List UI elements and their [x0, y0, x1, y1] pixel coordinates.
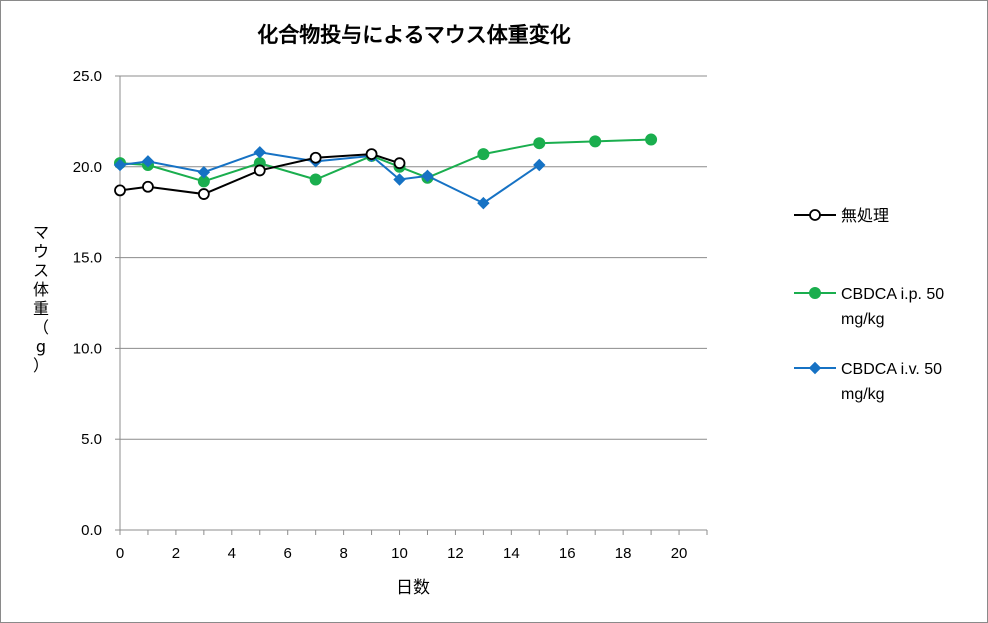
data-point-series-1: [589, 135, 602, 148]
x-tick-label: 20: [671, 545, 688, 562]
data-point-series-1: [645, 133, 658, 146]
x-axis-label: 日数: [396, 578, 430, 598]
y-tick-label: 20.0: [73, 159, 102, 176]
data-point-series-2: [477, 196, 490, 210]
chart-title: 化合物投与によるマウス体重変化: [257, 23, 571, 47]
y-tick-label: 0.0: [81, 522, 102, 539]
data-point-series-2: [533, 158, 546, 172]
series-line-1: [119, 138, 652, 183]
x-tick-label: 4: [228, 545, 236, 562]
y-tick-label: 5.0: [81, 431, 102, 448]
series-line-2: [119, 151, 540, 205]
data-point-series-0: [309, 151, 322, 164]
data-point-series-1: [533, 137, 546, 150]
data-point-series-2: [421, 169, 434, 183]
y-axis-label: マウス体重（g）: [29, 223, 53, 375]
data-point-series-0: [393, 157, 406, 170]
y-axis-label-char: ）: [32, 356, 49, 375]
y-axis-label-char: （: [32, 318, 49, 337]
data-point-series-0: [114, 184, 126, 197]
x-tick-label: 6: [284, 545, 292, 562]
x-tick-label: 0: [116, 545, 124, 562]
legend-marker-2: [808, 361, 822, 375]
legend-label-2: CBDCA i.v. 50: [841, 361, 942, 378]
data-point-series-2: [141, 155, 155, 168]
data-point-series-0: [253, 164, 266, 177]
y-axis-label-char: マ: [32, 223, 49, 242]
data-point-series-2: [197, 166, 211, 179]
data-point-series-0: [365, 148, 378, 160]
legend-label-0: 無処理: [841, 207, 889, 225]
legend-marker-1: [809, 287, 821, 299]
data-point-series-2: [253, 146, 266, 159]
data-point-series-2: [113, 158, 127, 172]
x-tick-label: 16: [559, 545, 576, 562]
x-tick-label: 12: [447, 545, 464, 562]
data-point-series-0: [197, 188, 210, 200]
data-point-series-1: [309, 173, 322, 186]
x-tick-label: 18: [615, 545, 632, 562]
x-tick-label: 10: [391, 545, 408, 562]
data-point-series-1: [477, 148, 490, 161]
y-tick-label: 10.0: [73, 340, 102, 357]
data-point-series-2: [393, 173, 406, 186]
x-tick-label: 14: [503, 545, 520, 562]
y-tick-label: 15.0: [73, 250, 102, 267]
legend-label-2: mg/kg: [841, 386, 885, 403]
y-tick-label: 25.0: [73, 68, 102, 85]
x-tick-label: 8: [339, 545, 347, 562]
y-axis-label-char: g: [35, 337, 47, 356]
legend-marker-0: [809, 209, 821, 221]
x-tick-label: 2: [172, 545, 180, 562]
legend-label-1: mg/kg: [841, 311, 885, 328]
data-point-series-0: [142, 180, 154, 193]
y-axis-label-char: ス: [32, 261, 49, 280]
legend-label-1: CBDCA i.p. 50: [841, 286, 944, 303]
y-axis-label-char: 体: [32, 280, 49, 299]
y-axis-label-char: 重: [32, 299, 49, 318]
y-axis-label-char: ウ: [32, 242, 49, 261]
